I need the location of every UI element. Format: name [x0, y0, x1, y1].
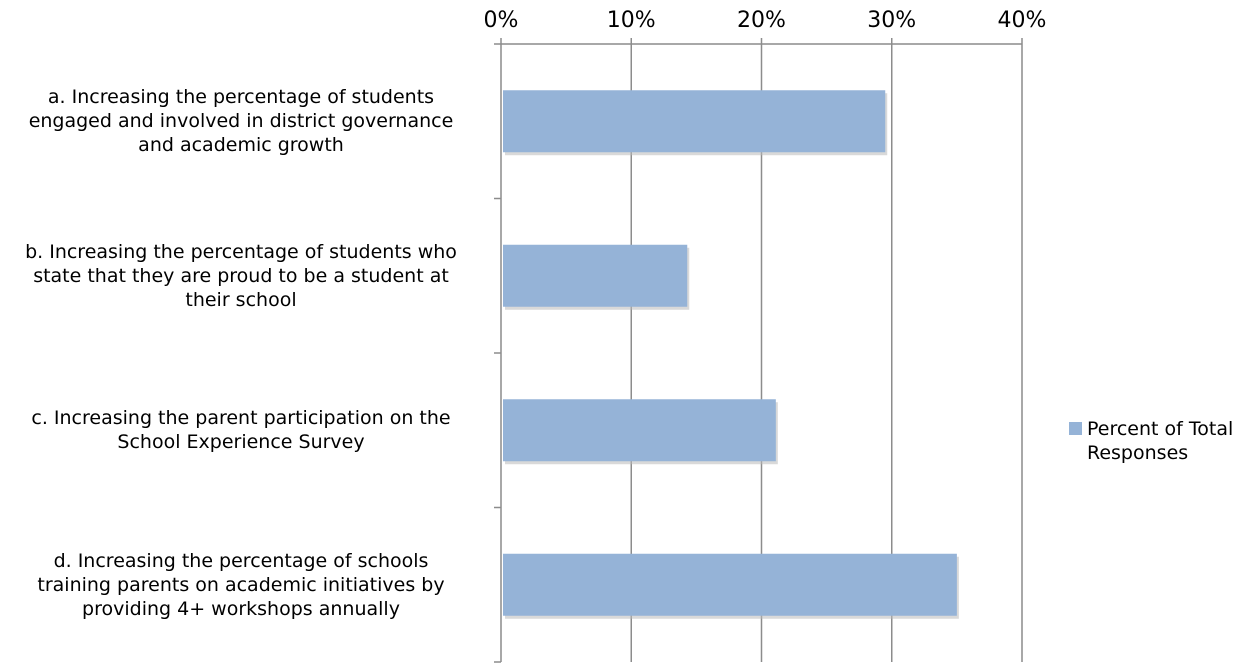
category-label-line: state that they are proud to be a studen… — [33, 264, 449, 287]
tick-label: 30% — [867, 8, 916, 33]
category-label: b. Increasing the percentage of students… — [0, 240, 482, 312]
category-label-line: engaged and involved in district governa… — [28, 110, 454, 133]
value-axis-ticks: 0% 10% 20% 30% 40% — [484, 8, 1047, 45]
category-label-line: School Experience Survey — [117, 431, 365, 454]
category-axis — [494, 43, 502, 663]
category-label: c. Increasing the parent participation o… — [0, 406, 482, 454]
legend-label-line: Percent of Total — [1087, 418, 1234, 440]
tick-label: 20% — [737, 8, 786, 33]
tick-label: 10% — [607, 8, 656, 33]
bar — [503, 244, 688, 307]
category-label-line: b. Increasing the percentage of students… — [25, 240, 457, 263]
tick-label: 0% — [484, 8, 519, 33]
category-label: a. Increasing the percentage of students… — [0, 85, 482, 157]
category-label-line: d. Increasing the percentage of schools — [53, 549, 429, 572]
category-label-line: their school — [185, 288, 297, 311]
legend-label-line: Responses — [1087, 442, 1189, 464]
category-label-line: a. Increasing the percentage of students — [47, 86, 435, 109]
category-label-line: training parents on academic initiatives… — [37, 573, 445, 596]
category-label-line: and academic growth — [138, 134, 344, 157]
category-label-line: c. Increasing the parent participation o… — [31, 407, 451, 430]
legend-label: Percent of Total Responses — [1087, 417, 1233, 465]
bar — [503, 90, 886, 153]
legend-swatch — [1069, 422, 1082, 435]
bar — [503, 553, 957, 616]
tick-label: 40% — [998, 8, 1047, 33]
category-label-line: providing 4+ workshops annually — [82, 597, 400, 620]
bars — [503, 90, 959, 619]
category-label: d. Increasing the percentage of schools t… — [0, 549, 482, 621]
bar — [503, 399, 776, 462]
